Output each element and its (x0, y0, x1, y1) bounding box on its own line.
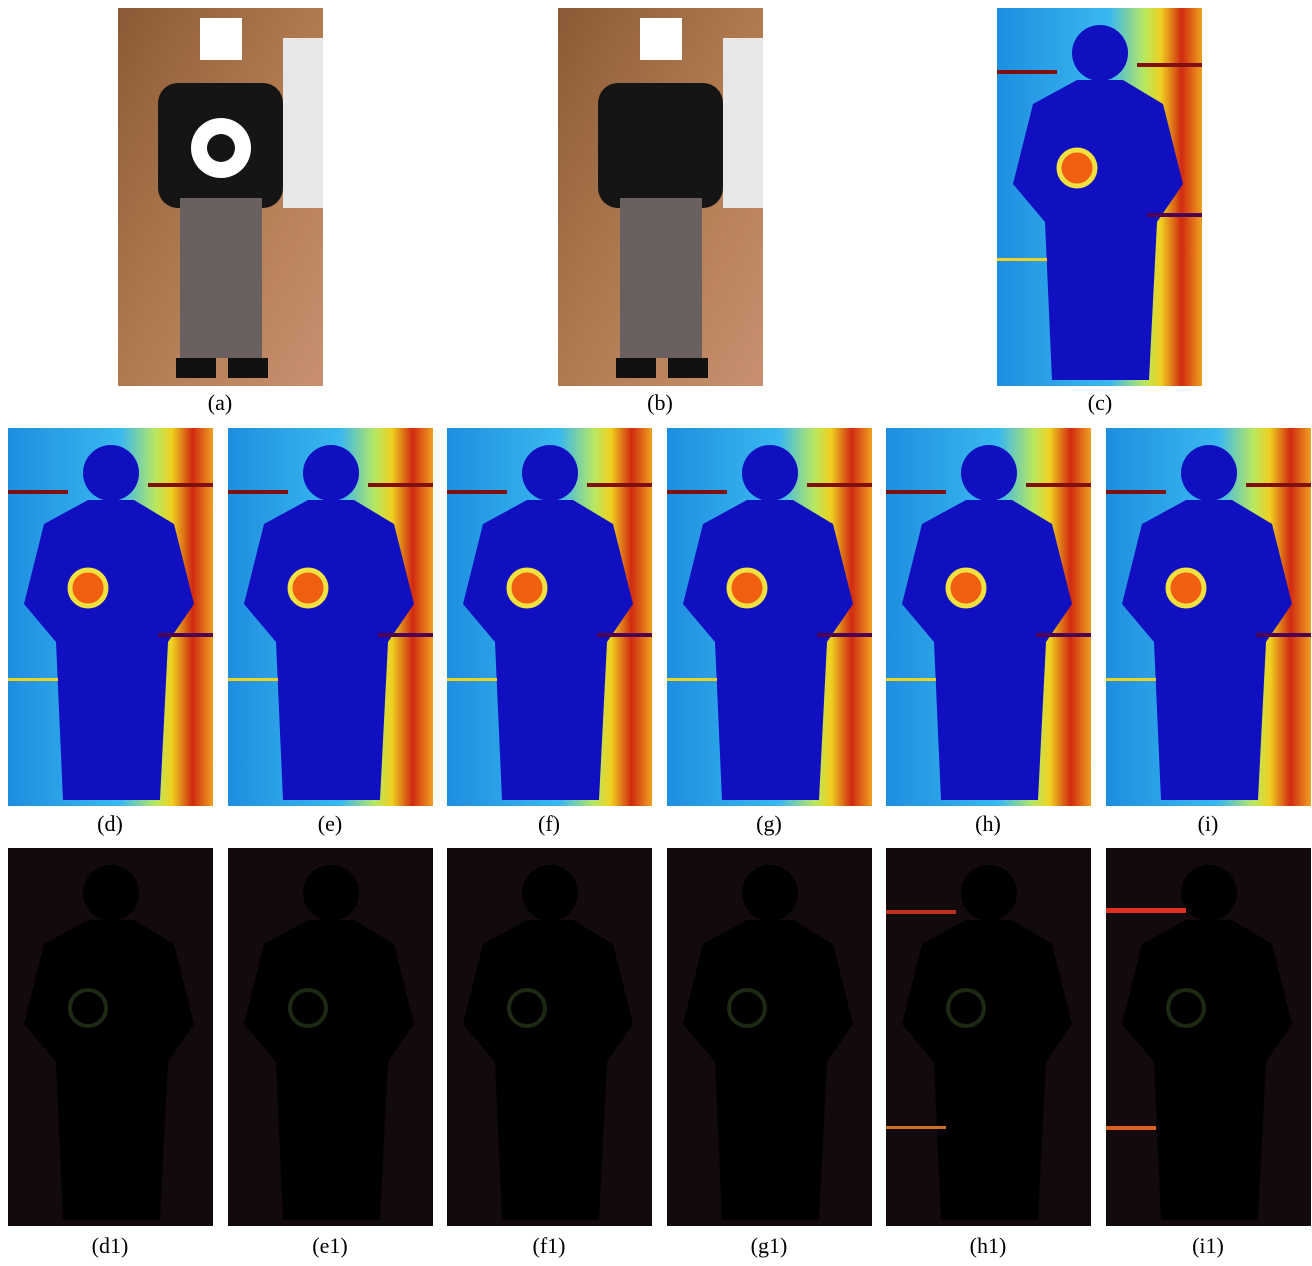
artifact (1106, 908, 1186, 913)
heatmap (886, 428, 1091, 806)
heatmap (8, 428, 213, 806)
residual-map (1106, 848, 1311, 1226)
caption: (b) (647, 390, 673, 415)
page: (a) (b) (c) (d) (e) (f) (g) (h) (i) (d1)… (0, 0, 1312, 1266)
residual-map (886, 848, 1091, 1226)
heatmap (997, 8, 1202, 386)
row-3: (d1) (e1) (f1) (g1) (h1) (i1) (8, 848, 1311, 1258)
row-2: (d) (e) (f) (g) (h) (i) (8, 428, 1311, 836)
heatmap (1106, 428, 1311, 806)
caption: (d1) (92, 1233, 129, 1258)
caption: (d) (97, 811, 123, 836)
photo (118, 8, 323, 386)
caption: (h) (975, 811, 1001, 836)
residual-map (228, 848, 433, 1226)
photo (558, 8, 763, 386)
artifact (886, 910, 956, 914)
caption: (h1) (970, 1233, 1007, 1258)
caption: (f) (538, 811, 560, 836)
residual-map (8, 848, 213, 1226)
caption: (g) (756, 811, 782, 836)
row-1: (a) (b) (c) (118, 8, 1202, 415)
caption: (e1) (312, 1233, 347, 1258)
heatmap (228, 428, 433, 806)
heatmap (447, 428, 652, 806)
caption: (f1) (533, 1233, 566, 1258)
artifact (886, 1126, 946, 1129)
figure: (a) (b) (c) (d) (e) (f) (g) (h) (i) (d1)… (0, 0, 1312, 1266)
caption: (a) (208, 390, 232, 415)
caption: (g1) (751, 1233, 788, 1258)
caption: (c) (1088, 390, 1112, 415)
ring-center (207, 134, 235, 162)
caption: (i1) (1192, 1233, 1224, 1258)
caption: (e) (318, 811, 342, 836)
residual-map (447, 848, 652, 1226)
artifact (1106, 1126, 1156, 1130)
residual-map (667, 848, 872, 1226)
heatmap (667, 428, 872, 806)
caption: (i) (1198, 811, 1219, 836)
